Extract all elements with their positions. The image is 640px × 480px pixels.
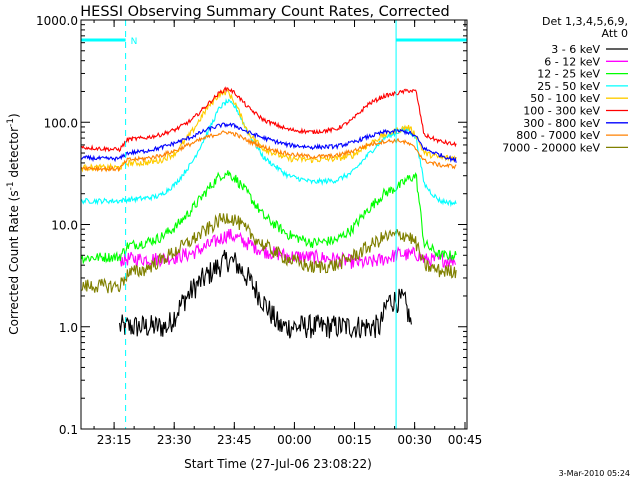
y-tick-label-3: 100.0 bbox=[44, 116, 78, 130]
series-line-2 bbox=[80, 170, 457, 265]
legend-label-5: 100 - 300 keV bbox=[523, 105, 600, 118]
legend-label-1: 6 - 12 keV bbox=[544, 55, 600, 68]
night-label: N bbox=[131, 37, 138, 47]
y-tick-label-2: 10.0 bbox=[51, 219, 78, 233]
x-tick-label-2: 23:45 bbox=[217, 433, 252, 447]
x-axis-label: Start Time (27-Jul-06 23:08:22) bbox=[184, 457, 372, 471]
legend-label-4: 50 - 100 keV bbox=[530, 92, 600, 105]
series-line-0 bbox=[119, 249, 412, 339]
legend-label-2: 12 - 25 keV bbox=[537, 68, 600, 81]
series-line-6 bbox=[81, 122, 457, 163]
legend-label-8: 7000 - 20000 keV bbox=[502, 141, 600, 154]
x-tick-label-6: 00:45 bbox=[448, 433, 483, 447]
legend-header-line1: Det 1,3,4,5,6,9, bbox=[542, 15, 628, 28]
series-line-5 bbox=[81, 86, 457, 153]
y-tick-label-4: 1000.0 bbox=[36, 14, 78, 28]
x-tick-label-5: 00:30 bbox=[397, 433, 432, 447]
series-layer bbox=[80, 86, 457, 339]
y-tick-label-0: 0.1 bbox=[59, 423, 78, 437]
legend-label-3: 25 - 50 keV bbox=[537, 80, 600, 93]
legend-header-line2: Att 0 bbox=[602, 27, 628, 40]
x-tick-label-3: 00:00 bbox=[277, 433, 312, 447]
timestamp: 3-Mar-2010 05:24 bbox=[559, 469, 630, 478]
x-tick-label-1: 23:30 bbox=[157, 433, 192, 447]
x-tick-label-0: 23:15 bbox=[97, 433, 132, 447]
legend-label-7: 800 - 7000 keV bbox=[516, 129, 600, 142]
series-line-1 bbox=[119, 228, 456, 269]
series-line-8 bbox=[81, 212, 457, 294]
x-tick-label-4: 00:15 bbox=[337, 433, 372, 447]
legend-label-6: 300 - 800 keV bbox=[523, 117, 600, 130]
axis-ticks: 23:15 23:30 23:45 00:00 00:15 00:30 00:45 0.1 1.… bbox=[36, 14, 482, 447]
y-axis-label: Corrected Count Rate (s-1 detector-1) bbox=[6, 113, 21, 334]
series-line-7 bbox=[81, 130, 457, 173]
legend-label-0: 3 - 6 keV bbox=[551, 43, 600, 56]
y-tick-label-1: 1.0 bbox=[59, 321, 78, 335]
chart-title: HESSI Observing Summary Count Rates, Cor… bbox=[80, 4, 449, 20]
